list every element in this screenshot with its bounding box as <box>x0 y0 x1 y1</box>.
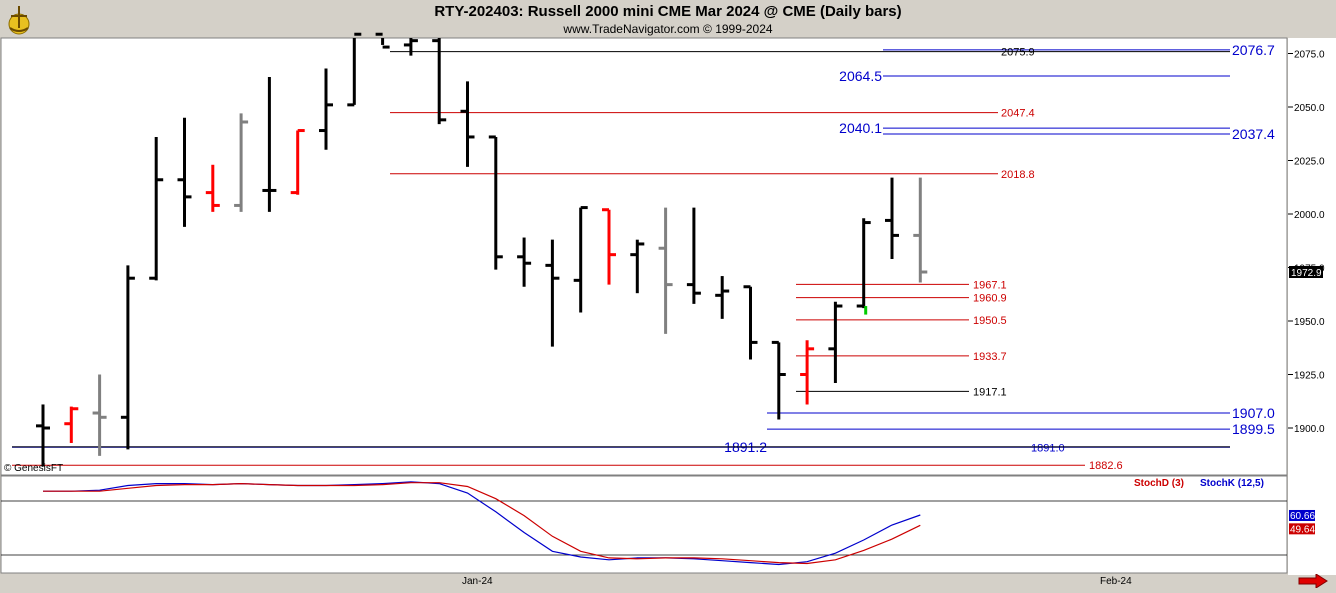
ohlc-bar[interactable] <box>885 177 899 259</box>
y-tick-label: 2050.0 <box>1294 103 1325 114</box>
ohlc-bar[interactable] <box>432 38 447 125</box>
level-label-1882.6: 1882.6 <box>1089 460 1123 472</box>
stoch-k-value-box <box>1289 509 1315 521</box>
ohlc-bar[interactable] <box>517 237 532 287</box>
ohlc-bar[interactable] <box>630 239 645 294</box>
ohlc-bar[interactable] <box>403 38 418 56</box>
ohlc-bar[interactable] <box>856 218 871 309</box>
ohlc-bar[interactable] <box>319 68 333 150</box>
level-label-1933.7: 1933.7 <box>973 351 1007 363</box>
price-panel[interactable] <box>0 37 1288 476</box>
ohlc-bar[interactable] <box>658 207 673 334</box>
level-label-2018.8: 2018.8 <box>1001 169 1035 181</box>
ohlc-bar[interactable] <box>913 177 928 283</box>
chart-subtitle: www.TradeNavigator.com © 1999-2024 <box>563 22 773 36</box>
level-label-2040.1: 2040.1 <box>839 120 882 136</box>
ohlc-bar[interactable] <box>715 276 730 319</box>
stoch-d-line <box>43 482 921 565</box>
ohlc-bar[interactable] <box>149 136 164 281</box>
ohlc-bar[interactable] <box>743 285 758 360</box>
ohlc-bar[interactable] <box>262 77 277 212</box>
y-tick-label: 1925.0 <box>1294 371 1325 382</box>
scroll-right-arrow-icon[interactable] <box>1298 573 1328 589</box>
level-label-1917.1: 1917.1 <box>973 386 1007 398</box>
ohlc-bar[interactable] <box>545 239 560 347</box>
ohlc-bar[interactable] <box>771 340 786 420</box>
ohlc-bar[interactable] <box>120 265 135 450</box>
level-label-2075.9: 2075.9 <box>1001 47 1035 59</box>
stoch-k-value: 60.66 <box>1290 511 1315 522</box>
level-label-1891.0: 1891.0 <box>1031 442 1065 454</box>
x-tick-label-jan: Jan-24 <box>462 576 493 587</box>
ohlc-bar[interactable] <box>488 135 503 270</box>
ohlc-bar[interactable] <box>347 32 362 107</box>
trade-navigator-logo-icon[interactable] <box>2 2 36 36</box>
ohlc-bar[interactable] <box>36 404 50 467</box>
ohlc-bar[interactable] <box>573 206 588 313</box>
level-label-1967.1: 1967.1 <box>973 279 1007 291</box>
level-label-1899.5: 1899.5 <box>1232 421 1275 437</box>
ohlc-bar[interactable] <box>177 117 192 227</box>
chart-header: RTY-202403: Russell 2000 mini CME Mar 20… <box>0 0 1336 38</box>
ohlc-bar[interactable] <box>290 129 305 195</box>
ohlc-bar[interactable] <box>92 374 107 456</box>
level-label-2076.7: 2076.7 <box>1232 42 1275 58</box>
ohlc-bar[interactable] <box>460 81 475 167</box>
y-tick-label: 2075.0 <box>1294 50 1325 61</box>
ohlc-bar[interactable] <box>800 340 815 405</box>
level-label-2037.4: 2037.4 <box>1232 126 1275 142</box>
stoch-k-line <box>43 481 921 566</box>
level-label-1950.5: 1950.5 <box>973 315 1007 327</box>
ohlc-bar[interactable] <box>602 208 616 285</box>
stoch-d-legend: StochD (3) <box>1134 478 1184 489</box>
last-price-label: 1972.9 <box>1291 268 1322 279</box>
ohlc-bar[interactable] <box>828 301 843 384</box>
ohlc-bar[interactable] <box>234 113 249 212</box>
stoch-d-value: 49.64 <box>1290 524 1315 535</box>
watermark-label: © GenesisFT <box>4 463 63 474</box>
ohlc-bar[interactable] <box>64 406 79 443</box>
level-label-1960.9: 1960.9 <box>973 293 1007 305</box>
ohlc-bar[interactable] <box>205 164 220 212</box>
y-tick-label: 1900.0 <box>1294 424 1325 435</box>
y-tick-label: 1950.0 <box>1294 317 1325 328</box>
level-label-2047.4: 2047.4 <box>1001 108 1035 120</box>
y-tick-label: 2025.0 <box>1294 157 1325 168</box>
price-axis <box>1288 38 1336 575</box>
stoch-k-legend: StochK (12,5) <box>1200 478 1264 489</box>
stochastic-panel[interactable] <box>0 475 1288 574</box>
ohlc-bar[interactable] <box>375 32 390 49</box>
level-label-1907.0: 1907.0 <box>1232 405 1275 421</box>
level-label-2064.5: 2064.5 <box>839 68 882 84</box>
last-price-box <box>1289 265 1323 278</box>
ohlc-bar[interactable] <box>686 207 701 304</box>
chart-title: RTY-202403: Russell 2000 mini CME Mar 20… <box>434 3 902 20</box>
stoch-d-value-box <box>1289 523 1315 535</box>
x-tick-label-feb: Feb-24 <box>1100 576 1132 587</box>
y-tick-label: 2000.0 <box>1294 210 1325 221</box>
